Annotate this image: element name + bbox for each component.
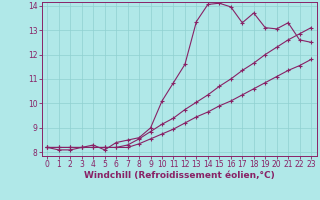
X-axis label: Windchill (Refroidissement éolien,°C): Windchill (Refroidissement éolien,°C) xyxy=(84,171,275,180)
